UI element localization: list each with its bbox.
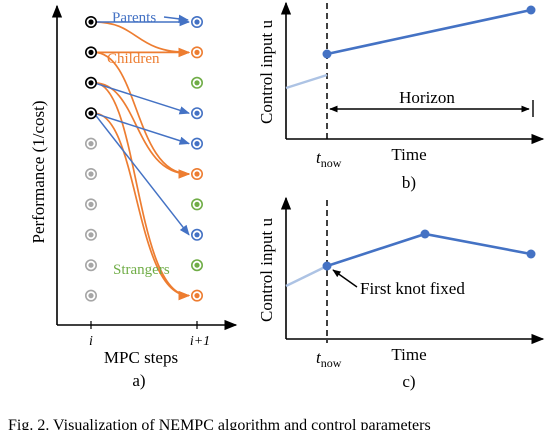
panel-b-label: b)	[402, 173, 416, 192]
panel-b-past-segment	[285, 73, 328, 90]
left-node-old-4	[85, 137, 98, 150]
panel-c-past-segment	[285, 264, 328, 288]
panel-c: First knot fixed tnow Time c) Control in…	[257, 196, 545, 391]
left-node-old-7	[85, 228, 98, 241]
panel-c-knot-1	[322, 261, 332, 271]
panel-c-plan-segment	[326, 232, 532, 268]
panel-c-knot-3	[526, 249, 536, 259]
left-node-old-6	[85, 198, 98, 211]
right-node-parent-3	[191, 107, 204, 120]
panel-c-xlabel: Time	[391, 345, 426, 364]
panel-a-label: a)	[132, 371, 145, 390]
panel-b-knot-1	[322, 49, 332, 59]
panel-a-links	[93, 14, 191, 301]
right-node-parent-7	[191, 228, 204, 241]
child-link-4	[93, 81, 191, 301]
left-node-old-9	[85, 289, 98, 302]
parent-link-3	[93, 112, 190, 236]
panel-a-tick-right-label: i+1	[190, 334, 210, 349]
child-link-5	[93, 112, 191, 301]
panel-a-tick-left-label: i	[89, 334, 93, 349]
legend-parents-arrow	[163, 14, 190, 23]
panel-b-horizon-label: Horizon	[399, 88, 455, 107]
panel-b-knot-2	[526, 5, 536, 15]
panel-c-knot-arrow	[332, 269, 358, 288]
right-node-child-5	[191, 168, 204, 181]
right-node-stranger-2	[191, 76, 204, 89]
child-link-2	[93, 51, 191, 179]
left-node-elite-3	[85, 107, 98, 120]
right-node-child-9	[191, 289, 204, 302]
left-node-elite-1	[85, 46, 98, 59]
panel-c-knot-label: First knot fixed	[360, 279, 465, 298]
legend-parents-label: Parents	[112, 10, 156, 26]
left-node-old-8	[85, 259, 98, 272]
panel-c-ylabel: Control input u	[257, 218, 276, 322]
left-node-elite-2	[85, 76, 98, 89]
panel-b-ylabel: Control input u	[257, 20, 276, 124]
panel-a-ylabel: Performance (1/cost)	[29, 100, 48, 243]
panel-b-tnow-label: tnow	[316, 148, 342, 170]
right-node-child-1	[191, 46, 204, 59]
panel-a-xlabel: MPC steps	[104, 348, 178, 367]
right-node-stranger-6	[191, 198, 204, 211]
parent-link-1	[93, 82, 191, 115]
parent-link-2	[93, 112, 191, 145]
right-node-parent-4	[191, 137, 204, 150]
left-node-old-5	[85, 168, 98, 181]
legend-children-label: Children	[107, 51, 160, 67]
panel-c-ylabel-text: Control input u	[257, 218, 276, 322]
panel-c-label: c)	[402, 372, 415, 391]
caption-fragment: Fig. 2. Visualization of NEMPC algorithm…	[8, 417, 431, 430]
panel-a: i i+1 MPC steps a) Performance (1/cost) …	[29, 4, 238, 390]
panel-c-knot-2	[420, 229, 430, 239]
panel-b: Horizon tnow Time b) Control input u	[257, 1, 545, 192]
right-node-stranger-8	[191, 259, 204, 272]
panel-b-plan-segment	[326, 8, 532, 56]
panel-a-nodes	[85, 15, 204, 302]
legend-strangers-label: Strangers	[113, 262, 170, 278]
child-link-0	[93, 21, 191, 58]
panel-b-xlabel: Time	[391, 145, 426, 164]
right-node-parent-0	[191, 15, 204, 28]
panel-b-ylabel-text: Control input u	[257, 20, 276, 124]
left-node-elite-0	[85, 15, 98, 28]
panel-c-tnow-label: tnow	[316, 348, 342, 370]
